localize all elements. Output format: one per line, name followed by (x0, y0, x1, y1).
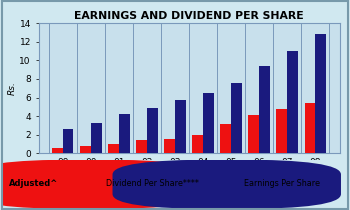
Bar (91, 123, 101, 153)
Bar (63, 129, 74, 153)
FancyBboxPatch shape (0, 160, 203, 209)
Bar (287, 51, 298, 153)
Bar (80, 146, 91, 153)
Bar (136, 140, 147, 153)
Text: Earnings Per Share: Earnings Per Share (244, 179, 320, 188)
Bar (248, 115, 259, 153)
Text: Adjusted^: Adjusted^ (9, 179, 58, 188)
Bar (193, 135, 203, 153)
Bar (203, 93, 214, 153)
FancyBboxPatch shape (112, 160, 341, 209)
Bar (147, 108, 158, 153)
Bar (276, 109, 287, 153)
Bar (231, 83, 242, 153)
Bar (220, 123, 231, 153)
Bar (259, 66, 270, 153)
Y-axis label: Rs.: Rs. (8, 81, 16, 95)
Bar (164, 139, 175, 153)
Title: EARNINGS AND DIVIDEND PER SHARE: EARNINGS AND DIVIDEND PER SHARE (74, 11, 304, 21)
Text: Dividend Per Share****: Dividend Per Share**** (106, 179, 198, 188)
Bar (175, 100, 186, 153)
Bar (52, 148, 63, 153)
Bar (315, 34, 326, 153)
Bar (119, 114, 130, 153)
Bar (304, 103, 315, 153)
Bar (108, 144, 119, 153)
